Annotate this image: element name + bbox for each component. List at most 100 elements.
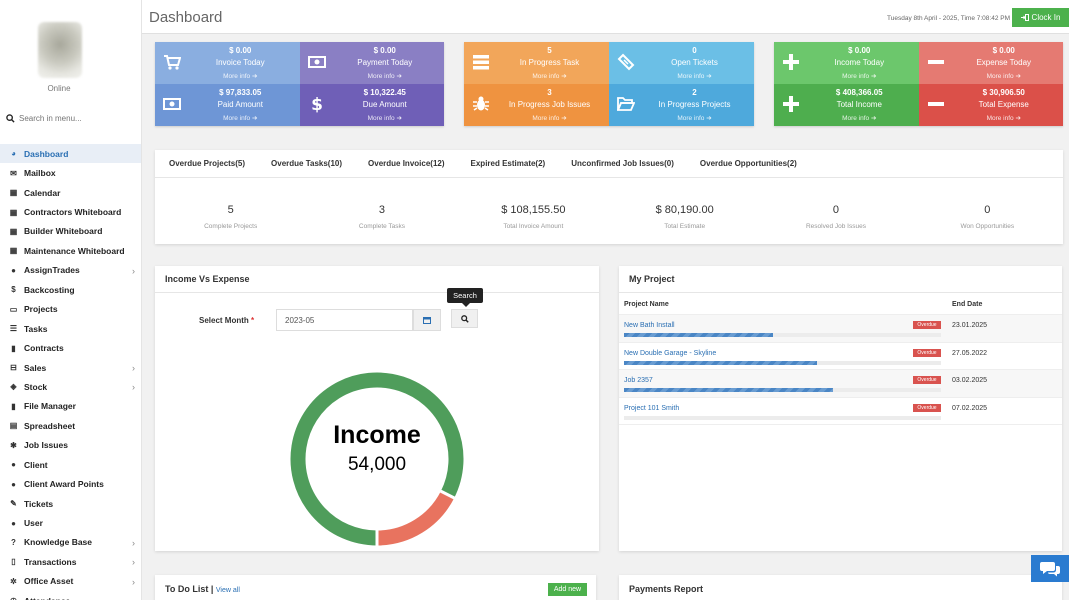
tile-value: $ 97,833.05 <box>219 88 262 97</box>
users-icon: ● <box>11 460 16 470</box>
sidebar-item-mailbox[interactable]: ✉ Mailbox <box>0 163 141 182</box>
tile-paid-amount: $ 97,833.05 Paid Amount More info ➔ <box>155 84 300 126</box>
sidebar-item-tasks[interactable]: ☰ Tasks <box>0 319 141 338</box>
sidebar-item-label: AssignTrades <box>24 265 80 276</box>
sidebar-item-assigntrades[interactable]: ● AssignTrades › <box>0 261 141 280</box>
sidebar-menu: ◕ Dashboard ✉ Mailbox ▦ Calendar ▦ Contractors … <box>0 144 141 600</box>
sidebar-item-dashboard[interactable]: ◕ Dashboard <box>0 144 141 164</box>
menu-search-input[interactable] <box>19 113 129 123</box>
sidebar-item-label: Maintenance Whiteboard <box>24 245 125 256</box>
sidebar-item-label: User <box>24 518 43 529</box>
sidebar-item-client[interactable]: ● Client <box>0 455 141 474</box>
topbar: Dashboard Tuesday 8th April - 2025, Time… <box>142 0 1069 34</box>
sidebar-item-label: Projects <box>24 304 58 315</box>
tile-value: $ 0.00 <box>373 46 396 55</box>
tile-label: Open Tickets <box>671 58 718 67</box>
svg-text:$: $ <box>311 95 323 113</box>
more-info-link[interactable]: More info ➔ <box>919 72 1064 80</box>
chat-button[interactable] <box>1031 555 1069 582</box>
more-info-link[interactable]: More info ➔ <box>464 72 609 80</box>
more-info-link[interactable]: More info ➔ <box>300 114 445 122</box>
sidebar-item-builder-whiteboard[interactable]: ▦ Builder Whiteboard <box>0 222 141 241</box>
sidebar-item-knowledge-base[interactable]: ? Knowledge Base › <box>0 533 141 552</box>
more-info-link[interactable]: More info ➔ <box>155 114 300 122</box>
chevron-right-icon: › <box>132 557 135 568</box>
donut-slice-expense[interactable] <box>375 488 458 549</box>
cart-icon: ⊟ <box>10 363 17 373</box>
arrow-circle-right-icon: ➔ <box>1013 115 1021 122</box>
project-name-link[interactable]: Project 101 Smith <box>624 404 680 412</box>
sidebar-item-label: Job Issues <box>24 440 68 451</box>
file-icon: ▮ <box>11 401 16 411</box>
more-info-link[interactable]: More info ➔ <box>609 72 754 80</box>
tile-value: 2 <box>692 88 697 97</box>
month-input[interactable] <box>276 309 413 331</box>
sidebar-item-maintenance-whiteboard[interactable]: ▦ Maintenance Whiteboard <box>0 241 141 260</box>
sidebar-item-job-issues[interactable]: ✱ Job Issues <box>0 436 141 455</box>
project-row: New Bath Install Overdue 23.01.2025 <box>619 315 1062 343</box>
tile-open-tickets: 0 Open Tickets More info ➔ <box>609 42 754 84</box>
sidebar-item-stock[interactable]: ◈ Stock › <box>0 377 141 396</box>
sidebar-item-user[interactable]: ● User <box>0 513 141 532</box>
chevron-right-icon: › <box>132 576 135 587</box>
sidebar-item-spreadsheet[interactable]: ▤ Spreadsheet <box>0 416 141 435</box>
sidebar-item-label: Calendar <box>24 187 61 198</box>
clock-in-button[interactable]: Clock In <box>1012 8 1069 27</box>
finance-tiles: $ 0.00 Invoice Today More info ➔ $ 0.00 Paym… <box>155 42 444 126</box>
users-icon: ● <box>11 518 16 528</box>
sidebar-item-contracts[interactable]: ▮ Contracts <box>0 338 141 357</box>
income-expense-panel: Income Vs Expense Select Month * Search … <box>155 266 599 551</box>
tab-overdue-0[interactable]: Overdue Projects(5) <box>169 159 246 168</box>
tab-overdue-2[interactable]: Overdue Invoice(12) <box>368 159 445 168</box>
add-new-button[interactable]: Add new <box>548 583 587 596</box>
more-info-link[interactable]: More info ➔ <box>464 114 609 122</box>
select-month-text: Select Month <box>199 316 249 325</box>
table-icon: ▤ <box>9 421 18 431</box>
tab-overdue-5[interactable]: Overdue Opportunities(2) <box>699 159 797 168</box>
sidebar-item-office-asset[interactable]: ✲ Office Asset › <box>0 572 141 591</box>
more-info-link[interactable]: More info ➔ <box>919 114 1064 122</box>
sidebar-item-tickets[interactable]: ✎ Tickets <box>0 494 141 513</box>
view-all-link[interactable]: View all <box>215 587 240 594</box>
sidebar-item-calendar[interactable]: ▦ Calendar <box>0 183 141 202</box>
sidebar-item-file-manager[interactable]: ▮ File Manager <box>0 397 141 416</box>
stat-value: $ 80,190.00 <box>655 204 714 216</box>
more-info-link[interactable]: More info ➔ <box>774 72 919 80</box>
project-name-link[interactable]: Job 2357 <box>624 377 653 384</box>
sidebar-item-backcosting[interactable]: $ Backcosting <box>0 280 141 299</box>
sidebar-item-attendance[interactable]: ◷ Attendance <box>0 591 141 600</box>
bug-icon <box>471 95 491 113</box>
tile-label: Payment Today <box>357 58 413 67</box>
more-info-text: More info <box>367 115 395 122</box>
more-info-link[interactable]: More info ➔ <box>609 114 754 122</box>
tab-overdue-3[interactable]: Expired Estimate(2) <box>470 159 546 168</box>
more-info-link[interactable]: More info ➔ <box>774 114 919 122</box>
menu-search[interactable] <box>6 112 136 124</box>
sidebar-item-projects[interactable]: ▭ Projects <box>0 300 141 319</box>
chat-icon <box>1040 561 1060 576</box>
project-progress-bar <box>624 388 834 392</box>
tile-in-progress-projects: 2 In Progress Projects More info ➔ <box>609 84 754 126</box>
arrow-circle-right-icon: ➔ <box>869 115 877 122</box>
work-tiles: 5 In Progress Task More info ➔ 0 Open Ticket… <box>464 42 754 126</box>
month-search-button[interactable] <box>451 309 478 328</box>
more-info-text: More info <box>532 115 560 122</box>
sidebar-item-client-award-points[interactable]: ● Client Award Points <box>0 474 141 493</box>
overdue-badge: Overdue <box>913 376 941 384</box>
sidebar-item-contractors-whiteboard[interactable]: ▦ Contractors Whiteboard <box>0 202 141 221</box>
project-name-link[interactable]: New Double Garage - Skyline <box>624 349 717 357</box>
donut-slice-income[interactable] <box>287 369 467 549</box>
calendar-button[interactable] <box>413 309 441 331</box>
tab-overdue-1[interactable]: Overdue Tasks(10) <box>271 159 343 168</box>
sidebar-item-transactions[interactable]: ▯ Transactions › <box>0 552 141 571</box>
more-info-link[interactable]: More info ➔ <box>155 72 300 80</box>
project-name-link[interactable]: New Bath Install <box>624 322 675 329</box>
chevron-right-icon: › <box>132 362 135 373</box>
stat-label: Resolved Job Issues <box>805 223 866 230</box>
avatar[interactable] <box>38 22 82 78</box>
bug-icon: ✱ <box>10 440 17 450</box>
more-info-link[interactable]: More info ➔ <box>300 72 445 80</box>
tab-overdue-4[interactable]: Unconfirmed Job Issues(0) <box>571 159 674 168</box>
arrow-circle-right-icon: ➔ <box>559 73 567 80</box>
sidebar-item-sales[interactable]: ⊟ Sales › <box>0 358 141 377</box>
